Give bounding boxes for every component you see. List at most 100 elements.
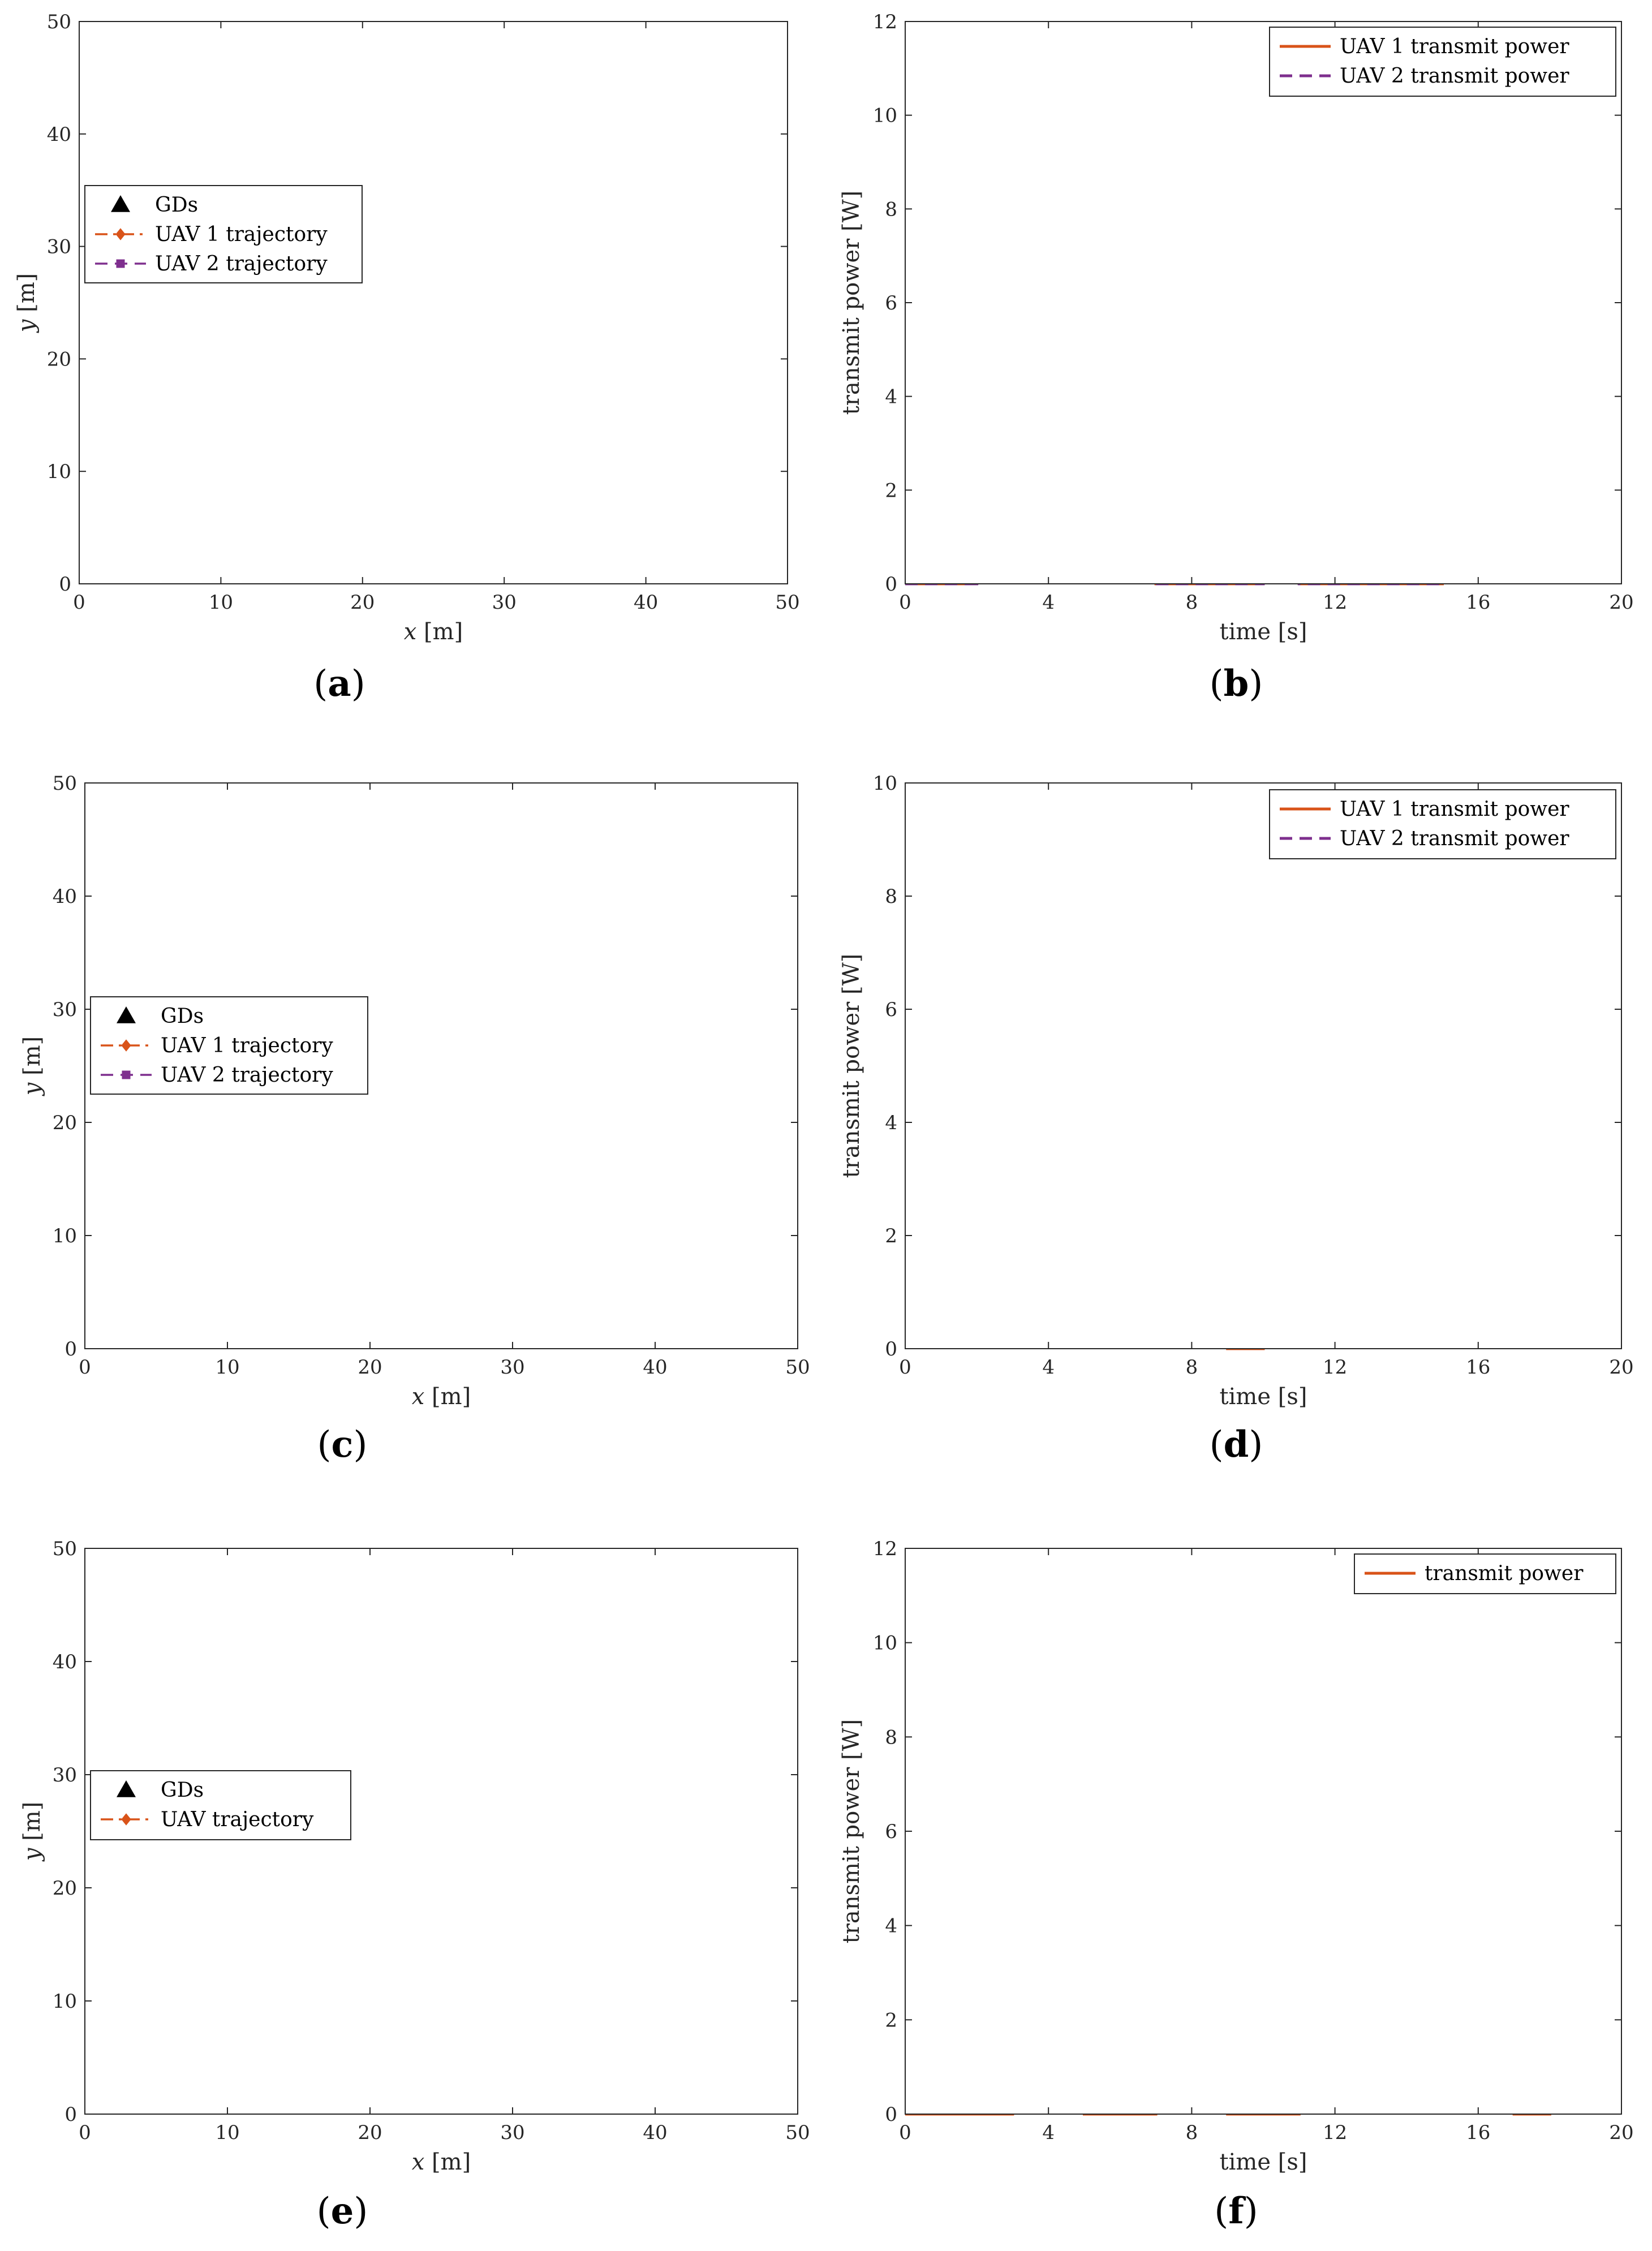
y-tick-label: 4 <box>885 1915 897 1938</box>
y-tick-label: 4 <box>885 386 897 408</box>
x-axis-unit: [m] <box>424 1384 471 1410</box>
y-tick-label: 12 <box>873 11 897 33</box>
x-tick-label: 40 <box>634 591 658 614</box>
legend-gd-marker <box>117 1006 136 1023</box>
chart-c: GD 1GD 2GD 3GD 4GD 5q1,Fq2,0q1,0q2,F0102… <box>19 772 810 1466</box>
x-tick-label: 8 <box>1186 1356 1198 1379</box>
legend-entry: UAV 1 trajectory <box>161 1034 333 1057</box>
y-tick-label: 0 <box>885 2103 897 2126</box>
y-tick-label: 0 <box>59 573 71 596</box>
y-tick-label: 10 <box>873 105 897 127</box>
x-tick-label: 50 <box>785 1356 810 1379</box>
x-tick-label: 50 <box>775 591 799 614</box>
x-tick-label: 20 <box>1609 2121 1633 2144</box>
x-axis-label: time [s] <box>1220 1384 1307 1410</box>
x-tick-label: 10 <box>215 2121 239 2144</box>
x-tick-label: 10 <box>215 1356 239 1379</box>
x-tick-label: 40 <box>643 1356 667 1379</box>
x-tick-label: 8 <box>1186 591 1198 614</box>
x-tick-label: 0 <box>79 1356 91 1379</box>
legend: UAV 1 transmit power UAV 2 transmit power <box>1269 789 1616 859</box>
x-tick-label: 16 <box>1466 591 1490 614</box>
panel-letter: c <box>332 1423 354 1466</box>
panel-paren: ) <box>354 2190 368 2232</box>
panel-letter: b <box>1224 662 1249 705</box>
y-tick-label: 10 <box>47 460 71 483</box>
legend: transmit power <box>1354 1553 1616 1594</box>
legend-entry: GDs <box>161 1005 204 1028</box>
axes-frame <box>905 1548 1622 2115</box>
y-tick-label: 30 <box>47 236 71 259</box>
panel-paren: ) <box>353 1424 367 1466</box>
panel-paren: ( <box>313 663 328 705</box>
x-tick-label: 30 <box>500 2121 524 2144</box>
y-axis-label: transmit power [W] <box>838 191 864 415</box>
x-axis-symbol: x <box>412 1384 425 1410</box>
chart-d: 0 4 8 12 16 20 0 2 4 6 8 10 time [s] transmit power [… <box>838 772 1634 1466</box>
y-axis-unit: [m] <box>19 1802 45 1848</box>
y-tick-label: 30 <box>53 998 77 1021</box>
legend-gd-marker <box>117 1780 136 1797</box>
y-tick-label: 2 <box>885 479 897 502</box>
x-tick-label: 20 <box>1609 591 1633 614</box>
x-axis-unit: [m] <box>424 2149 471 2175</box>
y-tick-label: 6 <box>885 292 897 315</box>
x-tick-label: 8 <box>1186 2121 1198 2144</box>
x-tick-label: 30 <box>492 591 517 614</box>
y-tick-label: 20 <box>53 1877 77 1900</box>
panel-paren: ) <box>1244 2190 1258 2232</box>
y-tick-label: 20 <box>53 1112 77 1134</box>
legend-entry: UAV 2 trajectory <box>161 1064 333 1087</box>
x-tick-label: 0 <box>899 2121 911 2144</box>
x-tick-label: 16 <box>1466 2121 1490 2144</box>
y-tick-label: 6 <box>885 1820 897 1843</box>
x-axis-label: time [s] <box>1220 619 1307 645</box>
chart-e: GD 1GD 2GD 3GD 4GD 5qFq00102030405001020… <box>19 1538 810 2232</box>
x-tick-label: 50 <box>785 2121 810 2144</box>
panel-label: (b) <box>1210 662 1263 705</box>
x-axis-label: x [m] <box>412 2149 471 2175</box>
y-tick-label: 4 <box>885 1112 897 1134</box>
y-axis-label: transmit power [W] <box>838 1719 864 1944</box>
y-tick-label: 40 <box>47 123 71 146</box>
legend-gd-marker <box>111 195 130 212</box>
legend-entry: UAV trajectory <box>161 1808 314 1831</box>
y-tick-label: 0 <box>885 573 897 596</box>
y-tick-label: 0 <box>64 1338 77 1361</box>
legend-box <box>1269 27 1616 97</box>
y-axis-unit: [m] <box>14 273 40 320</box>
y-axis-label: y [m] <box>19 1802 45 1862</box>
axes-frame <box>905 782 1622 1349</box>
legend: GDs UAV trajectory <box>90 1770 351 1840</box>
x-tick-label: 12 <box>1323 2121 1347 2144</box>
y-tick-label: 10 <box>53 1990 77 2013</box>
legend-marker <box>115 228 126 240</box>
y-tick-label: 2 <box>885 2009 897 2032</box>
y-tick-label: 12 <box>873 1538 897 1560</box>
y-tick-label: 30 <box>53 1764 77 1787</box>
x-axis-label: x [m] <box>412 1384 471 1410</box>
y-tick-label: 2 <box>885 1225 897 1247</box>
chart-f: 0 4 8 12 16 20 0 2 4 6 8 10 12 time [s] transmit power… <box>838 1538 1634 2232</box>
x-tick-label: 0 <box>73 591 85 614</box>
x-tick-label: 20 <box>1609 1356 1633 1379</box>
panel-label: (f) <box>1214 2190 1258 2232</box>
x-axis-label: x [m] <box>404 619 463 645</box>
legend: GDs UAV 1 trajectory UAV 2 trajectory <box>84 185 363 283</box>
x-axis-symbol: x <box>404 619 417 645</box>
y-tick-label: 8 <box>885 198 897 221</box>
y-tick-label: 20 <box>47 348 71 371</box>
x-tick-label: 4 <box>1042 591 1055 614</box>
y-tick-label: 0 <box>885 1338 897 1361</box>
legend-entry: UAV 1 transmit power <box>1340 35 1569 58</box>
x-tick-label: 12 <box>1323 1356 1347 1379</box>
legend-entry: UAV 2 transmit power <box>1340 64 1569 88</box>
panel-paren: ( <box>1214 2190 1228 2232</box>
y-tick-label: 10 <box>873 772 897 795</box>
legend-entry: UAV 1 trajectory <box>155 223 328 246</box>
y-tick-label: 50 <box>47 11 71 33</box>
y-axis-symbol: y <box>19 1082 45 1096</box>
legend-marker <box>121 1813 131 1826</box>
x-tick-label: 40 <box>643 2121 667 2144</box>
